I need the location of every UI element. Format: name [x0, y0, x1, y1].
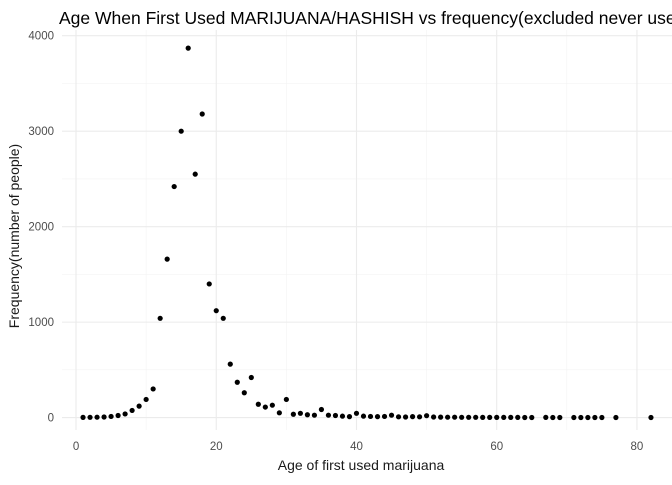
- chart-title: Age When First Used MARIJUANA/HASHISH vs…: [59, 8, 672, 28]
- data-point: [487, 414, 493, 420]
- data-point: [445, 414, 451, 420]
- data-point: [262, 404, 268, 410]
- data-point: [431, 414, 437, 420]
- data-point: [508, 414, 514, 420]
- data-point: [115, 412, 121, 419]
- x-tick-label: 60: [490, 441, 503, 453]
- data-point: [311, 412, 318, 418]
- data-point: [248, 374, 254, 381]
- y-tick-label: 1000: [28, 317, 54, 329]
- data-point: [185, 45, 191, 51]
- data-point: [339, 413, 346, 419]
- data-point: [592, 414, 598, 421]
- data-point: [241, 390, 247, 396]
- data-point: [381, 413, 388, 420]
- data-point: [332, 412, 339, 419]
- data-point: [360, 413, 367, 419]
- data-point: [480, 414, 486, 420]
- data-point: [452, 414, 458, 420]
- data-point: [416, 414, 423, 420]
- data-point: [599, 414, 605, 421]
- y-axis-tick-labels: 0 1000 2000 3000 4000: [28, 31, 54, 425]
- data-point: [515, 414, 521, 420]
- data-point: [543, 414, 549, 420]
- data-point: [388, 412, 395, 418]
- data-point: [466, 414, 472, 420]
- data-point: [395, 414, 402, 420]
- data-point: [150, 386, 156, 392]
- data-point: [213, 308, 219, 314]
- data-point: [494, 414, 500, 420]
- data-point: [206, 281, 212, 287]
- data-point: [409, 414, 416, 420]
- data-point: [585, 414, 591, 421]
- y-tick-label: 2000: [28, 222, 54, 234]
- data-point: [94, 414, 100, 420]
- data-point: [178, 128, 184, 134]
- data-point: [269, 402, 275, 408]
- data-point: [227, 361, 233, 367]
- data-point: [276, 410, 282, 416]
- data-point: [353, 410, 360, 416]
- data-point: [108, 413, 114, 420]
- y-tick-label: 3000: [28, 126, 54, 138]
- data-point: [438, 414, 444, 420]
- data-point: [157, 315, 163, 321]
- data-point: [220, 315, 226, 321]
- data-point: [578, 414, 584, 421]
- x-axis-tick-labels: 0 20 40 60 80: [73, 441, 644, 453]
- data-point: [529, 414, 535, 421]
- data-point: [136, 403, 142, 409]
- data-point: [171, 183, 177, 190]
- data-point: [101, 414, 107, 420]
- data-point: [304, 412, 311, 418]
- data-point: [318, 406, 325, 413]
- data-point: [290, 411, 296, 417]
- data-point: [613, 414, 619, 421]
- data-point: [122, 411, 128, 417]
- data-point: [192, 171, 198, 177]
- x-tick-label: 20: [210, 441, 223, 453]
- data-point: [325, 412, 332, 418]
- data-point: [199, 111, 205, 117]
- data-point: [297, 410, 303, 416]
- y-axis-title: Frequency(number of people): [6, 144, 22, 328]
- data-point: [459, 414, 465, 420]
- y-tick-label: 4000: [28, 31, 54, 43]
- x-tick-label: 40: [350, 441, 363, 453]
- data-point: [501, 414, 507, 420]
- data-point: [234, 379, 240, 385]
- data-point: [346, 414, 353, 420]
- data-points: [80, 45, 654, 421]
- data-point: [402, 414, 409, 420]
- x-tick-label: 0: [73, 441, 79, 453]
- data-point: [648, 414, 654, 421]
- data-point: [80, 414, 86, 420]
- data-point: [423, 413, 430, 419]
- data-point: [87, 414, 93, 420]
- data-point: [255, 401, 261, 407]
- data-point: [374, 414, 381, 420]
- x-tick-label: 80: [631, 441, 644, 453]
- data-point: [129, 407, 135, 414]
- y-tick-label: 0: [48, 413, 54, 425]
- data-point: [571, 414, 577, 421]
- data-point: [473, 414, 479, 420]
- data-point: [557, 414, 563, 421]
- x-axis-title: Age of first used marijuana: [278, 457, 445, 473]
- data-point: [164, 256, 170, 262]
- data-point: [367, 413, 374, 420]
- data-point: [143, 396, 149, 403]
- grid-lines: [62, 30, 672, 430]
- data-point: [522, 414, 528, 421]
- data-point: [283, 396, 289, 403]
- data-point: [550, 414, 556, 421]
